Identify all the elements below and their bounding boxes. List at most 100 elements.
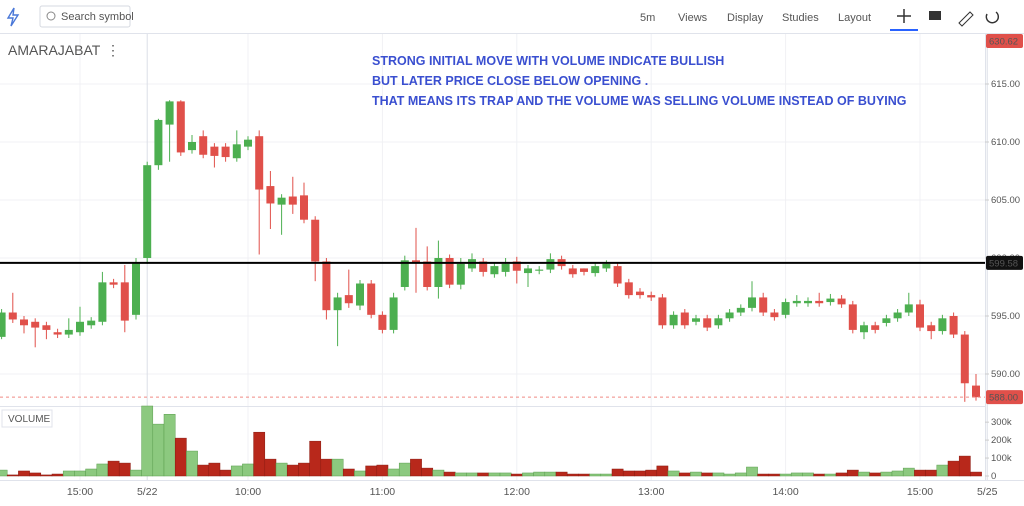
x-tick-label: 12:00: [504, 486, 530, 498]
candle-body: [781, 302, 790, 315]
volume-bar: [522, 472, 534, 477]
volume-bar: [398, 462, 411, 477]
candle-body: [400, 260, 409, 287]
candle-body: [266, 186, 275, 204]
volume-bar: [723, 473, 736, 477]
volume-bar: [0, 469, 8, 477]
symbol: AMARAJABAT: [8, 42, 101, 58]
volume-bar: [96, 463, 109, 477]
candle-body: [64, 329, 73, 335]
volume-bar: [219, 469, 232, 477]
candle-body: [0, 312, 6, 337]
candle-body: [871, 325, 880, 330]
volume-bar: [768, 473, 781, 477]
y-tick-label: 615.00: [991, 79, 1020, 90]
crosshair-tool[interactable]: [897, 9, 911, 23]
candle-body: [602, 263, 611, 269]
volume-bar: [74, 470, 86, 477]
search-placeholder: Search symbol: [61, 11, 134, 23]
volume-bar: [824, 473, 837, 477]
candle-body: [344, 295, 353, 304]
candle-body: [669, 314, 678, 326]
logo[interactable]: [6, 7, 20, 27]
menu[interactable]: Views: [678, 12, 708, 24]
volume-bar: [275, 462, 288, 477]
candle-body: [232, 144, 241, 159]
volume-bar: [846, 469, 859, 477]
x-tick-label: 13:00: [638, 486, 664, 498]
volume-bar: [253, 431, 266, 477]
candle-body: [132, 262, 140, 315]
candle-body: [893, 312, 902, 319]
interval[interactable]: 5m: [640, 12, 655, 24]
v-tick-label: 0: [991, 471, 996, 482]
candle-body: [490, 266, 499, 275]
candle-body: [333, 297, 342, 311]
symbol-menu[interactable]: ⋮: [106, 42, 120, 58]
candle-body: [512, 261, 521, 271]
volume-bar: [667, 470, 680, 477]
candle-body: [311, 219, 320, 262]
x-tick-label: 5/25: [977, 486, 998, 498]
candle-body: [423, 261, 432, 287]
draw-tool[interactable]: [958, 11, 974, 27]
volume-bar: [779, 473, 792, 477]
candle-body: [31, 321, 40, 328]
volume-label: VOLUME: [8, 414, 51, 425]
volume-bar: [6, 474, 19, 477]
volume-bar: [555, 471, 568, 477]
candle-body: [770, 312, 779, 318]
candle-body: [882, 318, 891, 323]
volume-bar: [264, 458, 277, 477]
candle-body: [972, 385, 980, 398]
volume-bar: [286, 464, 299, 477]
candle-body: [42, 325, 51, 330]
volume-bar: [589, 473, 602, 477]
candle-body: [221, 146, 230, 158]
volume-bar: [499, 472, 512, 477]
candle-body: [479, 261, 488, 272]
volume-bar: [118, 462, 131, 477]
search-box[interactable]: [39, 5, 131, 28]
volume-bar: [869, 472, 882, 477]
candle-body: [378, 314, 387, 330]
v-tick-label: 100k: [991, 453, 1012, 464]
candle-body: [613, 266, 622, 284]
candle-body: [636, 291, 644, 296]
menu[interactable]: Studies: [782, 12, 819, 24]
candle-body: [76, 321, 84, 333]
candle-body: [568, 268, 577, 275]
comment-tool[interactable]: [929, 11, 941, 20]
volume-bar: [858, 471, 870, 477]
volume-bar: [757, 473, 770, 477]
candle-body: [300, 195, 308, 220]
x-tick-label: 11:00: [370, 486, 396, 498]
volume-bar: [152, 423, 165, 477]
volume-bar: [678, 472, 691, 477]
volume-bar: [62, 470, 75, 477]
volume-bar: [914, 469, 926, 477]
candle-body: [949, 315, 958, 335]
reset-tool[interactable]: [985, 11, 1000, 24]
candle-body: [434, 257, 443, 287]
y-tick-label: 605.00: [991, 195, 1020, 206]
volume-bar: [802, 472, 814, 477]
candle-body: [792, 300, 801, 304]
candle-body: [591, 266, 600, 274]
candle-body: [916, 304, 924, 328]
x-tick-label: 10:00: [235, 486, 261, 498]
menu[interactable]: Layout: [838, 12, 871, 24]
candle-body: [445, 257, 454, 285]
volume-bar: [387, 468, 400, 477]
annotation: STRONG INITIAL MOVE WITH VOLUME INDICATE…: [372, 54, 724, 68]
volume-bar: [746, 466, 758, 477]
volume-bar: [645, 469, 658, 477]
volume-bar: [947, 460, 960, 477]
volume-bar: [376, 464, 389, 477]
menu[interactable]: Display: [727, 12, 764, 24]
candle-body: [860, 325, 868, 333]
volume-bar: [902, 467, 915, 477]
volume-bar: [298, 462, 310, 477]
